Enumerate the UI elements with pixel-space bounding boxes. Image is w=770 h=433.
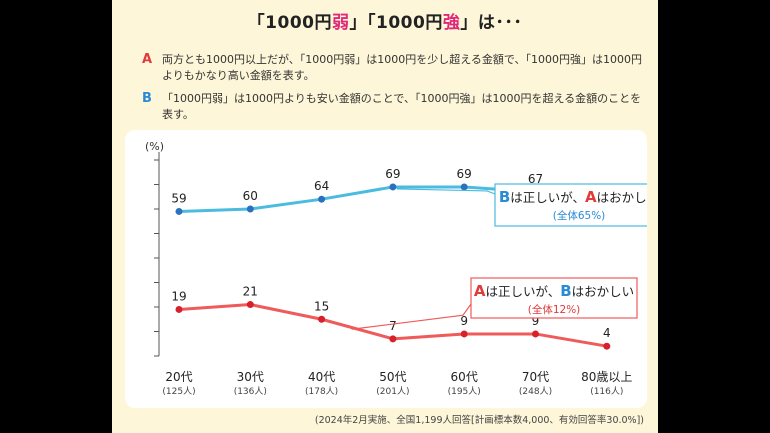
x-tick-label: 60代 bbox=[451, 370, 478, 384]
data-point bbox=[246, 205, 254, 213]
x-tick-count: (125人) bbox=[162, 386, 195, 397]
callout-pointer bbox=[351, 303, 472, 330]
title-strong: 強 bbox=[442, 13, 461, 33]
data-label: 9 bbox=[460, 314, 468, 328]
callout-title: Aは正しいが、Bはおかしい bbox=[474, 282, 634, 300]
data-point bbox=[389, 183, 397, 191]
data-point bbox=[460, 330, 468, 338]
callout-box bbox=[470, 277, 638, 319]
callout-total: (全体12%) bbox=[528, 303, 581, 316]
slide-title: 「1000円弱」「1000円強」は･･･ bbox=[112, 8, 658, 33]
x-tick-count: (248人) bbox=[519, 386, 552, 397]
title-weak: 弱 bbox=[332, 13, 350, 33]
y-axis-label: (%) bbox=[145, 140, 164, 153]
data-label: 64 bbox=[314, 179, 329, 193]
data-point bbox=[246, 301, 254, 309]
x-tick-label: 80歳以上 bbox=[581, 370, 632, 384]
data-point bbox=[603, 342, 611, 350]
x-tick-count: (136人) bbox=[234, 386, 267, 397]
definition-b: B 「1000円弱」は1000円よりも安い金額のことで、「1000円強」は100… bbox=[142, 91, 642, 123]
data-point bbox=[460, 183, 468, 191]
definition-b-text: 「1000円弱」は1000円よりも安い金額のことで、「1000円強」は1000円… bbox=[162, 92, 642, 121]
definition-a: A 両方とも1000円以上だが、「1000円弱」は1000円を少し超える金額で、… bbox=[142, 52, 642, 84]
data-label: 4 bbox=[603, 326, 611, 340]
data-point bbox=[318, 195, 326, 203]
data-point bbox=[532, 330, 539, 338]
callout-total: (全体65%) bbox=[553, 209, 606, 222]
slide: 「1000円弱」「1000円強」は･･･ A 両方とも1000円以上だが、「10… bbox=[112, 0, 664, 433]
line-chart: (%) 20代 (125人) 30代 (136人) 40代 (178人) 50代 (201人) 6… bbox=[145, 140, 664, 397]
data-label: 9 bbox=[532, 314, 540, 328]
x-tick-label: 20代 bbox=[165, 370, 192, 384]
data-label: 60 bbox=[243, 189, 258, 203]
x-tick-count: (195人) bbox=[448, 386, 481, 397]
data-label: 69 bbox=[457, 167, 472, 181]
data-label: 7 bbox=[389, 319, 397, 333]
footnote: (2024年2月実施、全国1,199人回答[計画標本数4,000、有効回答率30… bbox=[314, 415, 644, 426]
data-label: 59 bbox=[171, 191, 186, 205]
definition-b-marker: B bbox=[142, 91, 152, 106]
definition-a-text: 両方とも1000円以上だが、「1000円弱」は1000円を少し超える金額で、「1… bbox=[162, 53, 642, 82]
x-tick-label: 50代 bbox=[379, 370, 406, 384]
chart-card: (%) 20代 (125人) 30代 (136人) 40代 (178人) 50代 (201人) 6… bbox=[125, 130, 664, 408]
x-tick-label: 70代 bbox=[522, 370, 549, 384]
data-point bbox=[175, 305, 183, 313]
data-label: 69 bbox=[385, 167, 400, 181]
x-tick-count: (178人) bbox=[305, 386, 338, 397]
x-tick-label: 40代 bbox=[308, 370, 335, 384]
data-point bbox=[389, 335, 397, 343]
data-point bbox=[175, 207, 183, 215]
data-label: 21 bbox=[243, 285, 258, 299]
title-part-2: 」「1000円 bbox=[349, 13, 443, 33]
title-part-1: 「1000円 bbox=[247, 13, 332, 33]
data-label: 15 bbox=[314, 299, 329, 313]
data-label: 67 bbox=[528, 172, 543, 186]
x-tick-label: 30代 bbox=[237, 370, 264, 384]
data-point bbox=[318, 315, 326, 323]
definition-a-marker: A bbox=[142, 52, 153, 67]
callout-pointer bbox=[396, 188, 496, 195]
callout-box bbox=[494, 183, 664, 227]
callout-title: Bは正しいが、Aはおかしい bbox=[499, 188, 647, 206]
title-part-3: 」は･･･ bbox=[460, 13, 523, 33]
x-tick-count: (201人) bbox=[376, 386, 409, 397]
x-tick-count: (116人) bbox=[590, 386, 623, 397]
data-label: 19 bbox=[171, 289, 186, 303]
